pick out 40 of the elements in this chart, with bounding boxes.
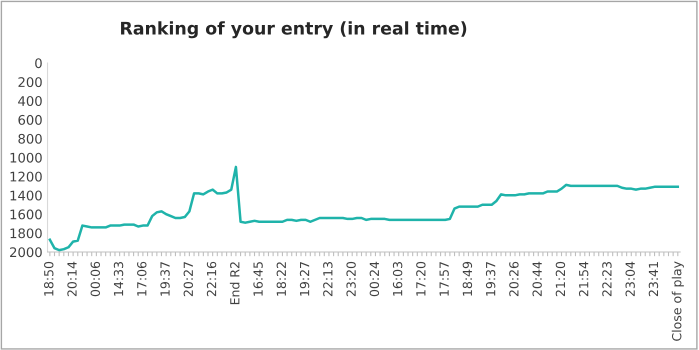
x-tick-label: 20:14 [67,262,77,296]
y-tick-label: 1200 [10,172,42,182]
x-tick-label: 22:23 [602,262,612,296]
y-tick-label: 800 [18,134,42,144]
y-tick-label: 600 [18,114,42,125]
x-tick-label: 22:13 [323,262,333,296]
x-tick-label: 21:54 [578,262,588,296]
x-tick-label: 20:27 [184,262,194,296]
x-tick-label: 14:33 [114,262,124,296]
x-tick-label: 23:41 [648,262,658,296]
y-tick-label: 200 [18,77,42,88]
x-tick-label: 16:03 [392,262,402,296]
x-tick-label: 17:57 [440,262,449,296]
x-tick-label: Close of play [672,261,684,341]
x-tick-label: 00:06 [90,262,100,296]
y-tick-label: 0 [35,58,42,68]
x-tick-label: 19:37 [160,262,170,296]
y-tick-label: 1400 [10,190,42,200]
x-tick-label: End R2 [230,262,240,304]
x-tick-label: 20:44 [532,262,542,296]
y-tick-label: 400 [18,96,42,106]
x-tick-label: 17:20 [416,262,426,296]
y-tick-label: 1800 [10,228,42,238]
x-tick-label: 23:04 [625,262,635,296]
x-tick-label: 21:20 [556,262,566,296]
x-tick-label: 16:45 [253,262,263,296]
x-tick-label: 23:20 [346,262,356,296]
y-tick-label: 1600 [10,209,42,220]
x-tick-label: 18:49 [462,262,472,296]
x-tick-label: 19:27 [300,262,310,296]
x-tick-label: 19:37 [486,262,496,296]
y-tick-label: 1000 [10,152,42,163]
y-tick-label: 2000 [10,247,42,258]
chart-title: Ranking of your entry (in real time) [121,21,466,38]
x-tick-label: 18:22 [276,262,286,296]
x-tick-label: 17:06 [137,262,147,296]
x-tick-label: 20:26 [509,262,519,296]
x-tick-label: 22:16 [206,262,216,296]
x-tick-label: 00:24 [370,262,380,296]
x-tick-label: 18:50 [44,262,54,296]
